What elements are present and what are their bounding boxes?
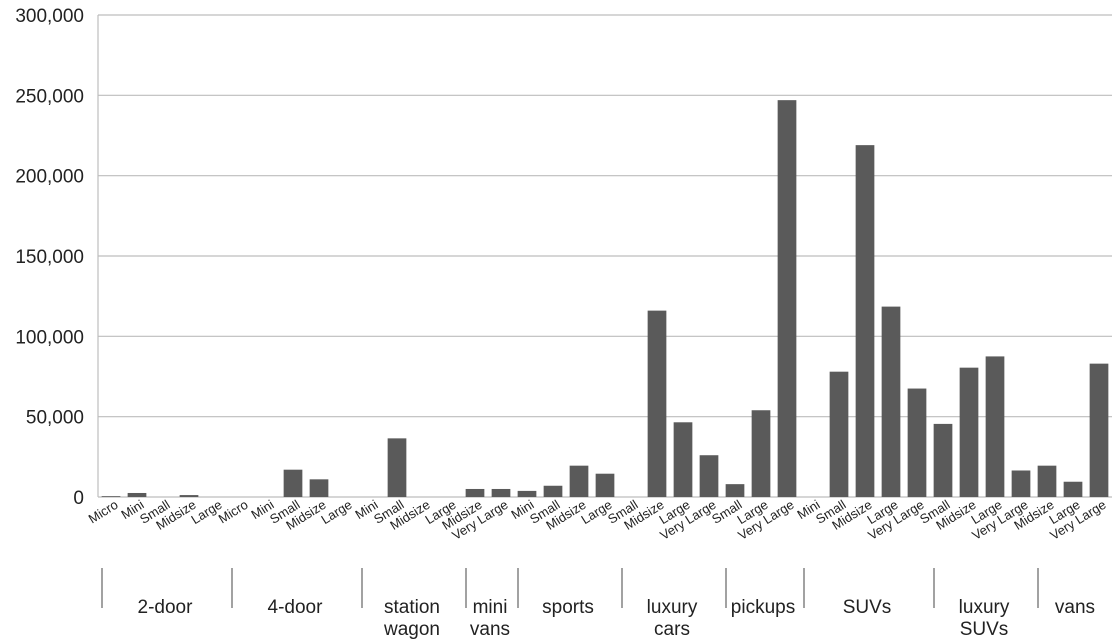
bar [777, 100, 797, 498]
bar [751, 410, 771, 497]
bar [595, 473, 615, 497]
bar [907, 388, 927, 497]
y-axis-tick-labels: 0 50,000 100,000 150,000 200,000 250,000 300,0… [15, 6, 84, 509]
x-tick-label: Micro [216, 497, 251, 527]
bar [179, 495, 199, 497]
group-label: SUVs [843, 597, 892, 618]
bar [387, 438, 407, 497]
bar [933, 423, 953, 497]
group-label: sports [542, 597, 594, 618]
y-tick-label: 0 [73, 488, 84, 509]
bar [725, 484, 745, 497]
bar [829, 371, 849, 497]
group-label: 4-door [268, 597, 324, 618]
bar [309, 479, 329, 497]
bar [491, 488, 511, 497]
bar [517, 490, 537, 497]
bar [465, 488, 485, 497]
group-label: mini vans [470, 597, 510, 640]
x-tick-label: Micro [86, 497, 121, 527]
bar [1037, 465, 1057, 497]
bars [101, 100, 1109, 498]
group-label: 2-door [138, 597, 194, 618]
group-label: vans [1055, 597, 1095, 618]
group-label: luxury cars [647, 597, 698, 640]
bar [881, 306, 901, 497]
bar [1089, 363, 1109, 497]
bar [569, 465, 589, 497]
y-tick-label: 200,000 [15, 167, 84, 188]
bar [101, 496, 121, 497]
bar [1011, 470, 1031, 497]
y-tick-label: 300,000 [15, 6, 84, 27]
bar [959, 367, 979, 497]
bar [647, 310, 667, 497]
bar [699, 455, 719, 497]
group-label: pickups [731, 597, 795, 618]
bar [543, 485, 563, 497]
bar [283, 469, 303, 497]
bar [985, 356, 1005, 497]
bar [1063, 481, 1083, 497]
y-tick-label: 50,000 [26, 408, 84, 429]
group-label: station wagon [383, 597, 440, 640]
x-tick-label: Large [318, 497, 354, 527]
x-axis-tick-labels: MicroMiniSmallMidsizeLargeMicroMiniSmall… [86, 497, 1109, 543]
bar [127, 492, 147, 497]
group-label: luxury SUVs [959, 597, 1010, 640]
bar [673, 422, 693, 497]
y-tick-label: 250,000 [15, 86, 84, 107]
category-groups: 2-door 4-door station wagon mini vans sports lu… [101, 568, 1095, 640]
gridlines [97, 14, 1112, 498]
y-tick-label: 100,000 [15, 327, 84, 348]
y-tick-label: 150,000 [15, 247, 84, 268]
bar [855, 145, 875, 497]
